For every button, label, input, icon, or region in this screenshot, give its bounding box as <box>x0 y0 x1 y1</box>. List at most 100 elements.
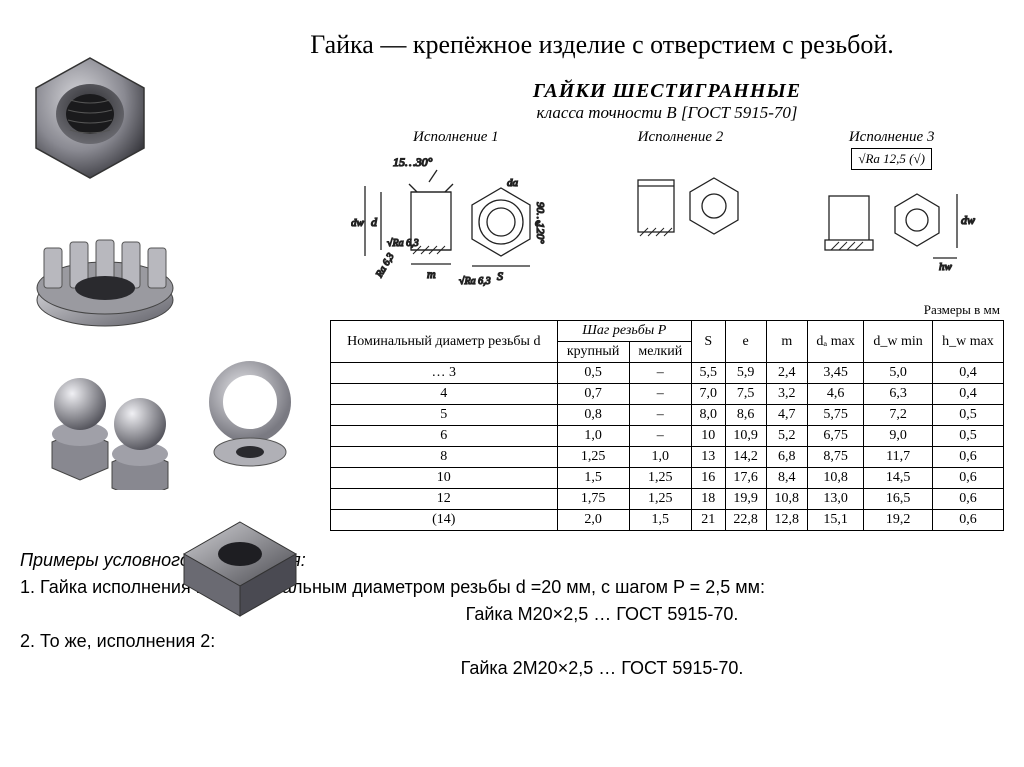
table-cell: 2,0 <box>557 510 629 531</box>
table-cell: 0,8 <box>557 405 629 426</box>
table-cell: 5,2 <box>766 426 807 447</box>
table-cell: (14) <box>331 510 558 531</box>
table-row: (14)2,01,52122,812,815,119,20,6 <box>331 510 1004 531</box>
exec1-drawing: 15…30° d dw <box>351 146 561 296</box>
svg-text:dw: dw <box>351 217 365 229</box>
table-cell: 16 <box>692 468 726 489</box>
svg-text:15…30°: 15…30° <box>393 155 433 169</box>
table-cell: 15,1 <box>807 510 863 531</box>
diagram-title-2: класса точности В [ГОСТ 5915-70] <box>330 103 1004 123</box>
svg-text:√Ra 6,3: √Ra 6,3 <box>387 238 419 249</box>
table-cell: 1,25 <box>629 468 691 489</box>
table-cell: 0,6 <box>932 489 1003 510</box>
table-cell: 0,6 <box>932 468 1003 489</box>
footer-examples: Примеры условного обозначения: 1. Гайка … <box>20 547 1004 682</box>
table-cell: 4,6 <box>807 384 863 405</box>
svg-text:S: S <box>497 269 503 283</box>
table-cell: 8,0 <box>692 405 726 426</box>
table-row: … 30,5–5,55,92,43,455,00,4 <box>331 363 1004 384</box>
table-cell: 3,2 <box>766 384 807 405</box>
svg-text:hw: hw <box>939 261 953 273</box>
table-cell: 11,7 <box>864 447 933 468</box>
table-cell: 5,9 <box>725 363 766 384</box>
table-cell: 16,5 <box>864 489 933 510</box>
table-cell: 0,6 <box>932 447 1003 468</box>
table-cell: 17,6 <box>725 468 766 489</box>
svg-text:da: da <box>507 177 519 189</box>
table-cell: 1,0 <box>557 426 629 447</box>
table-cell: 4 <box>331 384 558 405</box>
size-units-note: Размеры в мм <box>330 302 1000 318</box>
table-cell: 21 <box>692 510 726 531</box>
footer-line2-code: Гайка 2М20×2,5 … ГОСТ 5915-70. <box>20 655 1004 682</box>
table-cell: 7,2 <box>864 405 933 426</box>
footer-line1: 1. Гайка исполнения 1, с номинальным диа… <box>20 574 1004 601</box>
svg-text:m: m <box>427 267 436 281</box>
table-cell: 1,5 <box>629 510 691 531</box>
table-cell: 0,7 <box>557 384 629 405</box>
table-cell: 8,75 <box>807 447 863 468</box>
table-cell: 10,8 <box>807 468 863 489</box>
table-row: 121,751,251819,910,813,016,50,6 <box>331 489 1004 510</box>
table-cell: 1,0 <box>629 447 691 468</box>
table-cell: 5,5 <box>692 363 726 384</box>
table-cell: 0,5 <box>932 405 1003 426</box>
table-cell: – <box>629 426 691 447</box>
exec3-drawing: dw hw <box>807 170 977 280</box>
photos-column <box>20 80 320 531</box>
footer-line1-code: Гайка М20×2,5 … ГОСТ 5915-70. <box>20 601 1004 628</box>
table-cell: 0,5 <box>932 426 1003 447</box>
th-pitch: Шаг резьбы P <box>557 321 691 342</box>
table-cell: 1,5 <box>557 468 629 489</box>
table-cell: – <box>629 384 691 405</box>
table-cell: 2,4 <box>766 363 807 384</box>
table-cell: 1,25 <box>557 447 629 468</box>
th-m: m <box>766 321 807 363</box>
square-nut-photo <box>170 510 310 630</box>
eye-nut-photo <box>190 360 310 490</box>
table-cell: 13,0 <box>807 489 863 510</box>
footer-line2: 2. То же, исполнения 2: <box>20 628 1004 655</box>
table-row: 81,251,01314,26,88,7511,70,6 <box>331 447 1004 468</box>
th-da: dₐ max <box>807 321 863 363</box>
svg-text:Ra 6,3: Ra 6,3 <box>373 251 396 280</box>
table-cell: 5 <box>331 405 558 426</box>
ra-surface-box: √Ra 12,5 (√) <box>851 148 932 170</box>
exec1-label: Исполнение 1 <box>341 129 570 146</box>
table-cell: 9,0 <box>864 426 933 447</box>
castle-nut-photo <box>20 200 190 340</box>
table-row: 101,51,251617,68,410,814,50,6 <box>331 468 1004 489</box>
cap-nuts-photo <box>20 350 180 490</box>
table-cell: 0,5 <box>557 363 629 384</box>
table-cell: 0,4 <box>932 384 1003 405</box>
table-row: 61,0–1010,95,26,759,00,5 <box>331 426 1004 447</box>
table-row: 50,8–8,08,64,75,757,20,5 <box>331 405 1004 426</box>
table-cell: 22,8 <box>725 510 766 531</box>
table-cell: – <box>629 363 691 384</box>
table-cell: 12 <box>331 489 558 510</box>
spec-table: Номинальный диаметр резьбы d Шаг резьбы … <box>330 320 1004 531</box>
th-dw: d_w min <box>864 321 933 363</box>
table-cell: 6,8 <box>766 447 807 468</box>
hex-nut-photo <box>10 40 170 190</box>
diagram-title-1: ГАЙКИ ШЕСТИГРАННЫЕ <box>330 80 1004 103</box>
svg-text:90…120°: 90…120° <box>534 202 546 244</box>
table-cell: 8,4 <box>766 468 807 489</box>
table-cell: 10,9 <box>725 426 766 447</box>
table-cell: 14,5 <box>864 468 933 489</box>
table-cell: – <box>629 405 691 426</box>
svg-text:√Ra 6,3: √Ra 6,3 <box>459 276 491 287</box>
table-cell: 10,8 <box>766 489 807 510</box>
table-cell: 6 <box>331 426 558 447</box>
table-cell: 6,3 <box>864 384 933 405</box>
table-cell: 10 <box>692 426 726 447</box>
table-cell: 6,75 <box>807 426 863 447</box>
diagram-header: ГАЙКИ ШЕСТИГРАННЫЕ класса точности В [ГО… <box>330 80 1004 123</box>
exec3-label: Исполнение 3 <box>791 129 993 146</box>
exec2-label: Исполнение 2 <box>593 129 768 146</box>
table-cell: 19,2 <box>864 510 933 531</box>
table-row: 40,7–7,07,53,24,66,30,4 <box>331 384 1004 405</box>
table-cell: 14,2 <box>725 447 766 468</box>
svg-text:d: d <box>371 215 378 229</box>
table-cell: 1,75 <box>557 489 629 510</box>
